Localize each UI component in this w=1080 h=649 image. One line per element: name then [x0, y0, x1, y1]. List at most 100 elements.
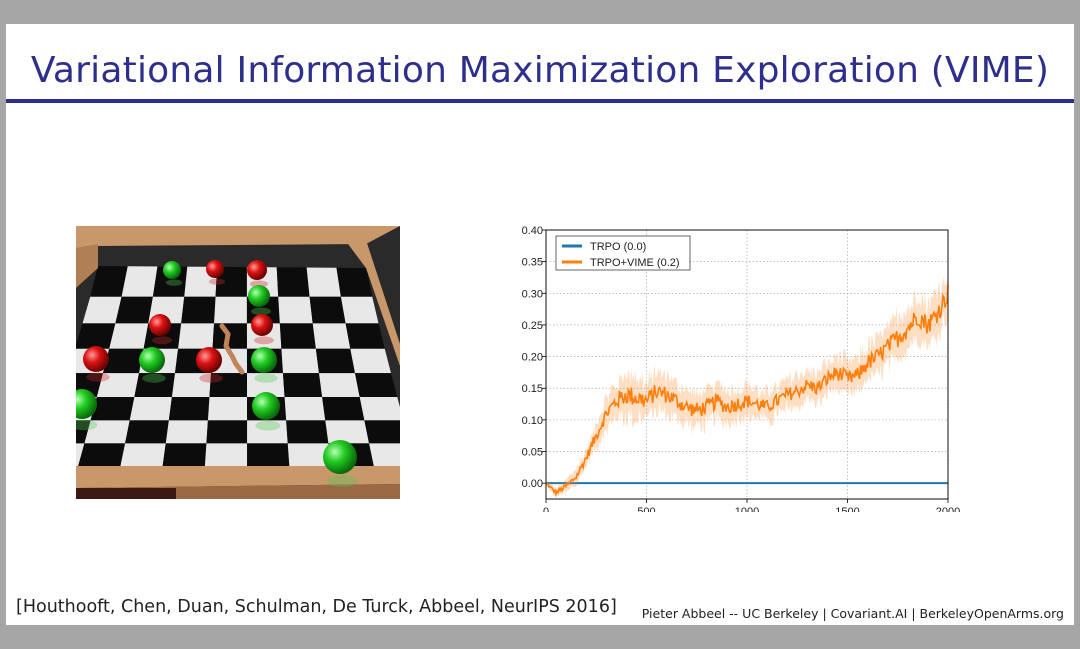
floor-tile — [340, 296, 379, 324]
citation: [Houthooft, Chen, Duan, Schulman, De Tur… — [16, 597, 617, 617]
floor-tile — [276, 266, 310, 297]
x-tick-label: 1000 — [735, 506, 759, 512]
floor-tile — [129, 397, 172, 421]
y-tick-label: 0.00 — [522, 478, 543, 490]
floor-tile — [120, 443, 166, 466]
vime-series-line — [545, 284, 949, 498]
floor-tile — [209, 373, 248, 398]
legend-label: TRPO (0.0) — [590, 241, 646, 253]
footer-credit: Pieter Abbeel -- UC Berkeley | Covariant… — [641, 606, 1064, 621]
floor-tile — [355, 373, 398, 398]
ball-reflection — [86, 372, 110, 382]
ball-reflection — [250, 280, 268, 288]
ball-reflection — [254, 373, 278, 383]
y-tick-label: 0.35 — [522, 257, 543, 269]
floor-tile — [247, 373, 285, 398]
y-tick-label: 0.15 — [522, 383, 543, 395]
floor-tile — [315, 348, 355, 374]
floor-tile — [322, 397, 365, 421]
green-ball — [252, 392, 280, 420]
red-ball — [251, 314, 273, 336]
series — [545, 264, 949, 499]
y-tick-label: 0.05 — [522, 447, 543, 459]
legend-label: TRPO+VIME (0.2) — [590, 257, 680, 269]
vime-confidence-band — [546, 264, 948, 499]
corner-panel — [76, 488, 176, 499]
floor-tile — [162, 443, 207, 466]
ball-reflection — [326, 474, 358, 487]
floor-tile — [319, 373, 360, 398]
floor-tile — [306, 266, 341, 297]
ball-reflection — [255, 420, 281, 431]
floor-tile — [121, 266, 158, 297]
floor-tile — [178, 323, 215, 349]
green-ball — [76, 389, 97, 419]
floor-tile — [76, 373, 103, 398]
floor-tile — [350, 348, 391, 374]
x-axis: 0 500 1000 1500 2000 — [543, 499, 960, 512]
right-wall — [348, 240, 400, 366]
floor-tile — [181, 296, 216, 324]
floor-tile — [215, 266, 247, 297]
ball-reflection — [142, 373, 166, 383]
x-tick-label: 1500 — [835, 506, 859, 512]
green-ball — [251, 347, 277, 373]
floor-tile — [279, 323, 316, 349]
floor-tile — [286, 420, 329, 444]
floor-tile — [281, 348, 319, 374]
green-ball — [248, 285, 270, 307]
floor-tile — [76, 323, 116, 349]
floor-tile — [90, 397, 135, 421]
balls — [76, 260, 358, 487]
red-ball — [247, 260, 267, 280]
floor-tile — [171, 373, 211, 398]
floor-tile — [109, 323, 149, 349]
floor-tile — [283, 373, 323, 398]
floor-tile — [287, 443, 332, 466]
legend: TRPO (0.0) TRPO+VIME (0.2) — [555, 235, 691, 271]
red-ball — [149, 314, 171, 336]
slide-title: Variational Information Maximization Exp… — [30, 50, 1050, 91]
green-ball — [139, 347, 165, 373]
y-tick-label: 0.20 — [522, 352, 543, 364]
ball-reflection — [208, 278, 226, 285]
floor-tile — [345, 323, 385, 349]
green-ball — [323, 440, 357, 474]
floor-tile — [312, 323, 351, 349]
y-tick-label: 0.30 — [522, 288, 543, 300]
floor-tile — [82, 296, 122, 324]
floor-tile — [78, 443, 126, 466]
floor-tile — [168, 397, 210, 421]
title-underline — [6, 99, 1074, 103]
snake-robot-gathering-simulation — [76, 226, 400, 499]
y-tick-label: 0.25 — [522, 320, 543, 332]
red-ball — [206, 260, 224, 278]
ball-reflection — [254, 336, 274, 345]
legend-box — [555, 235, 691, 271]
ball-reflection — [165, 279, 183, 286]
floor-tile — [284, 397, 326, 421]
floor-tile — [364, 420, 400, 444]
floor-tile — [76, 420, 91, 444]
ball-reflection — [251, 307, 271, 316]
floor-tile — [204, 443, 248, 466]
floor-tile — [207, 397, 248, 421]
floor-tile — [309, 296, 346, 324]
y-tick-label: 0.40 — [522, 225, 543, 237]
floor-tile — [359, 397, 400, 421]
snake-robot — [219, 323, 245, 375]
floor-tile — [165, 420, 208, 444]
floor-tile — [125, 420, 169, 444]
floor-tile — [115, 296, 153, 324]
slide: Variational Information Maximization Exp… — [6, 24, 1074, 625]
ball-reflection — [199, 373, 223, 383]
floor-tile — [103, 348, 144, 374]
green-ball — [163, 261, 181, 279]
x-tick-label: 2000 — [936, 506, 960, 512]
vime-chart: 0.00 0.05 0.10 0.15 0.20 0.25 0.30 0.35 0.40 0 50… — [522, 225, 961, 512]
x-tick-label: 500 — [637, 506, 655, 512]
floor-tile — [96, 373, 139, 398]
y-tick-label: 0.10 — [522, 415, 543, 427]
floor-tile — [134, 373, 175, 398]
left-wall — [76, 244, 98, 288]
